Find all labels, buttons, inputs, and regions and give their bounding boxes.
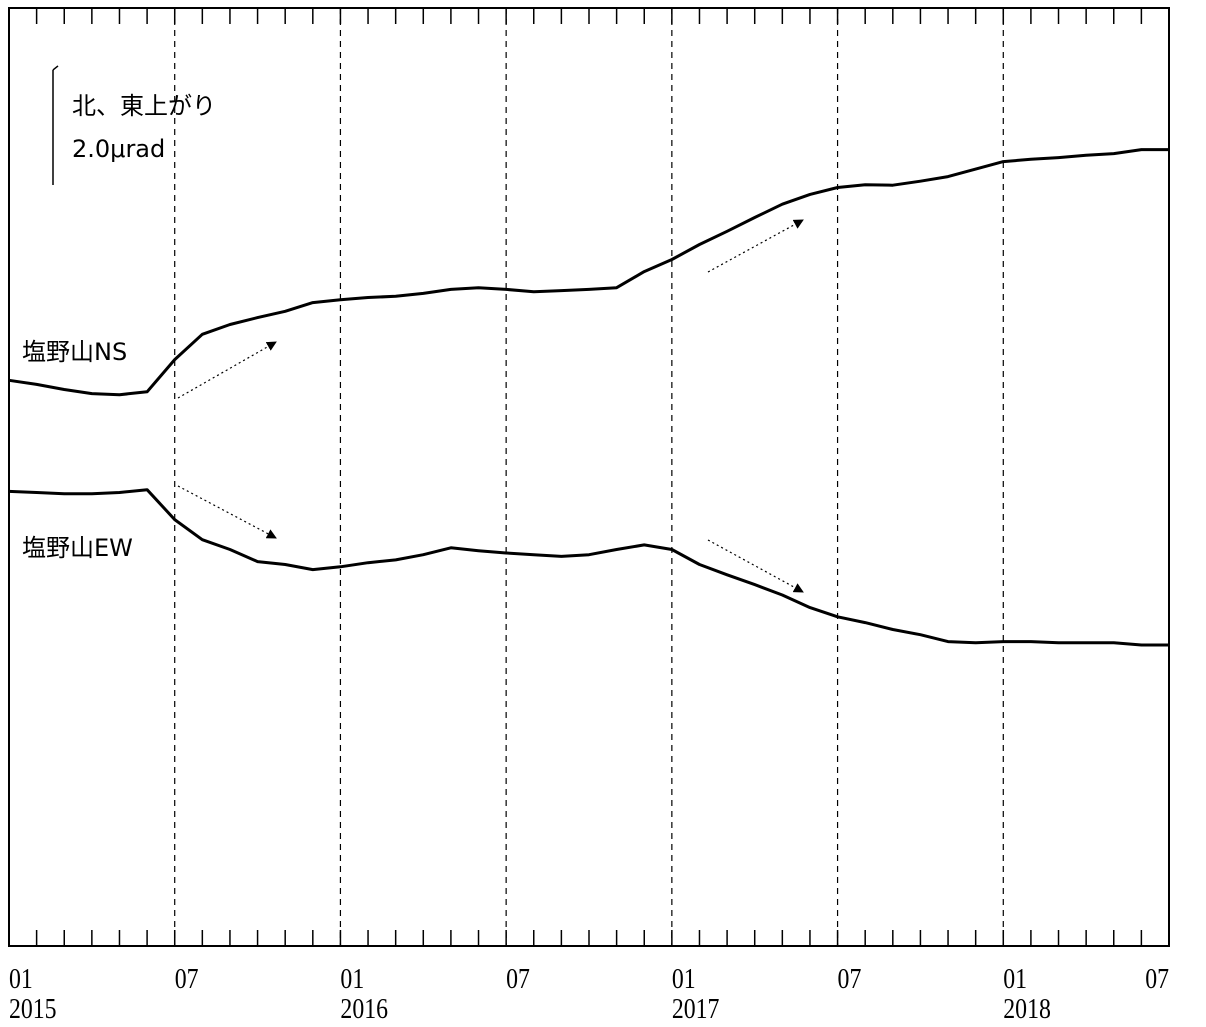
x-tick-label: 01 bbox=[340, 963, 364, 994]
series-label: 塩野山NS bbox=[22, 338, 127, 366]
trend-arrows bbox=[177, 219, 804, 593]
x-tick-label: 07 bbox=[838, 963, 862, 994]
x-tick-label: 01 bbox=[672, 963, 696, 994]
x-tick-label-year: 2018 bbox=[1003, 993, 1051, 1024]
arrow bbox=[707, 539, 804, 593]
arrow bbox=[177, 341, 277, 399]
x-tick-label: 07 bbox=[506, 963, 530, 994]
arrow bbox=[177, 485, 277, 539]
x-tick-label-year: 2015 bbox=[9, 993, 57, 1024]
plot-frame bbox=[8, 7, 1170, 947]
x-tick-label: 07 bbox=[1145, 963, 1169, 994]
scale-label: 北、東上がり bbox=[72, 92, 216, 120]
scale-value-label: 2.0μrad bbox=[72, 135, 165, 163]
series-line bbox=[8, 148, 1169, 397]
series-line bbox=[8, 488, 1169, 647]
x-tick-label: 01 bbox=[9, 963, 33, 994]
arrow bbox=[707, 219, 804, 273]
scale-bar-cap bbox=[52, 65, 59, 71]
series-label: 塩野山EW bbox=[22, 534, 133, 562]
x-tick-label-year: 2017 bbox=[672, 993, 720, 1024]
x-tick-label: 01 bbox=[1003, 963, 1027, 994]
x-tick-label-year: 2016 bbox=[340, 993, 388, 1024]
x-tick-label: 07 bbox=[175, 963, 199, 994]
